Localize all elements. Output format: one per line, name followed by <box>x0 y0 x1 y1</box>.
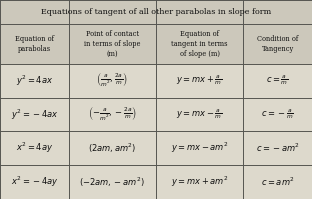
Text: $c = -\frac{a}{m}$: $c = -\frac{a}{m}$ <box>261 108 294 121</box>
Text: $y = mx + am^2$: $y = mx + am^2$ <box>171 175 228 189</box>
Bar <box>0 24 312 64</box>
Text: Point of contact
in terms of slope
(m): Point of contact in terms of slope (m) <box>84 30 141 58</box>
Text: $c = am^2$: $c = am^2$ <box>261 176 295 188</box>
Text: $y = mx - \frac{a}{m}$: $y = mx - \frac{a}{m}$ <box>176 108 223 121</box>
Text: $\left(-\frac{a}{m^2},-\frac{2a}{m}\right)$: $\left(-\frac{a}{m^2},-\frac{2a}{m}\righ… <box>88 106 137 123</box>
Text: $y = mx - am^2$: $y = mx - am^2$ <box>171 141 228 155</box>
Bar <box>0 131 312 165</box>
Bar <box>0 98 312 131</box>
Text: $(-2am,-am^2)$: $(-2am,-am^2)$ <box>80 175 145 189</box>
Text: Equation of
parabolas: Equation of parabolas <box>15 35 54 53</box>
Text: Condition of
Tangency: Condition of Tangency <box>257 35 298 53</box>
Bar <box>0 64 312 98</box>
Bar <box>0 165 312 199</box>
Text: $c = -am^2$: $c = -am^2$ <box>256 142 300 154</box>
Text: $c = \frac{a}{m}$: $c = \frac{a}{m}$ <box>266 74 289 87</box>
Text: $y^2 = 4ax$: $y^2 = 4ax$ <box>16 73 53 88</box>
Bar <box>0 0 312 24</box>
Text: $x^2 = -4ay$: $x^2 = -4ay$ <box>11 175 58 189</box>
Text: Equation of
tangent in terms
of slope (m): Equation of tangent in terms of slope (m… <box>171 30 228 58</box>
Text: $x^2 = 4ay$: $x^2 = 4ay$ <box>16 141 53 155</box>
Text: Equations of tangent of all other parabolas in slope form: Equations of tangent of all other parabo… <box>41 8 271 16</box>
Text: $y^2 = -4ax$: $y^2 = -4ax$ <box>11 107 58 122</box>
Text: $(2am, am^2)$: $(2am, am^2)$ <box>88 141 137 155</box>
Text: $\left(\frac{a}{m^2},\frac{2a}{m}\right)$: $\left(\frac{a}{m^2},\frac{2a}{m}\right)… <box>96 72 128 89</box>
Text: $y = mx + \frac{a}{m}$: $y = mx + \frac{a}{m}$ <box>176 74 223 87</box>
